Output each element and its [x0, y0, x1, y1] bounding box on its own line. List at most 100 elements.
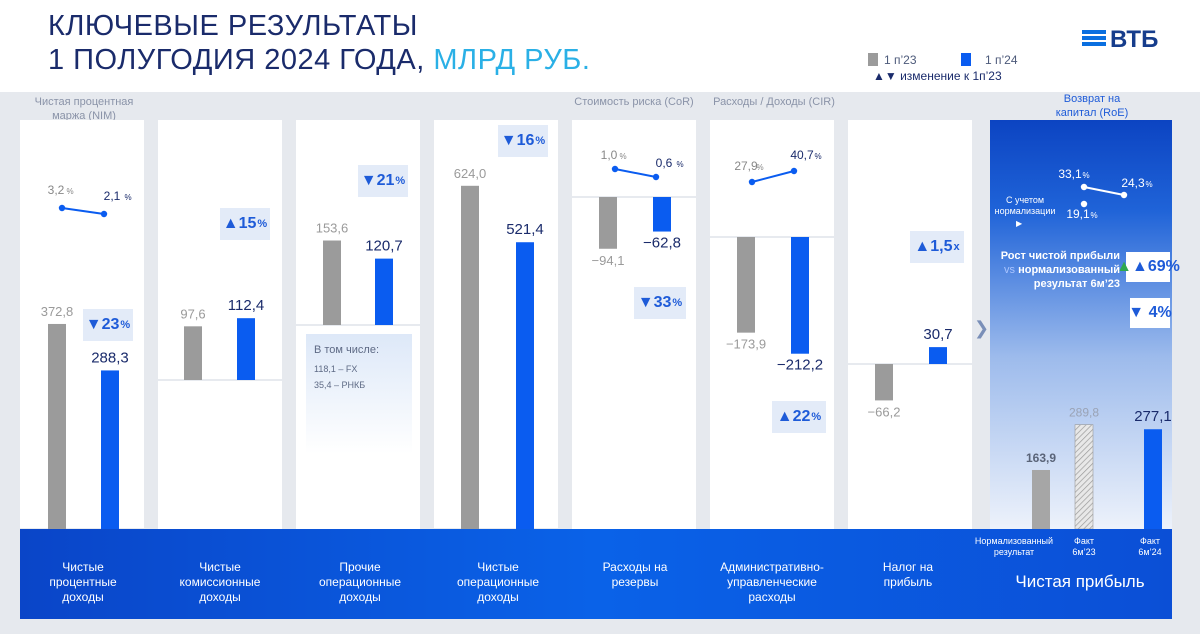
ratio-unit: % — [124, 193, 131, 202]
category-label-nii: Чистые процентные доходы — [49, 560, 117, 604]
ratio-label-curr: 40,7 — [790, 148, 814, 162]
category-label-admin: Административно-управленческие расходы — [720, 560, 824, 604]
ratio-unit: % — [756, 163, 763, 172]
net-profit-normalized-label: Нормализованный результат — [974, 536, 1054, 557]
change-arrow-icon: ▼ — [637, 294, 654, 311]
value-label-curr: −62,8 — [643, 235, 681, 252]
net-profit-fact23-label: Факт 6м’23 — [1072, 536, 1096, 557]
bar-net-profit-fact23 — [1074, 424, 1094, 530]
value-label-net-profit: 163,9 — [1026, 451, 1056, 465]
roe-unit: % — [1082, 171, 1089, 180]
ratio-point-prev — [58, 204, 66, 212]
normalization-label: С учетом нормализации — [994, 195, 1056, 216]
value-label-curr: 288,3 — [91, 349, 129, 366]
category-band — [20, 529, 1172, 619]
roe-point-curr — [1120, 191, 1128, 199]
bar-curr — [791, 237, 809, 354]
ratio-line — [751, 170, 795, 183]
growth-vs-norm-badge: ▼ 4% — [1128, 298, 1172, 328]
roe-line — [1083, 186, 1125, 196]
bar-prev — [461, 185, 479, 530]
bar-prev — [737, 237, 755, 333]
callout-item: 118,1 – FX — [314, 364, 358, 374]
ratio-line — [614, 168, 657, 178]
panel-tax — [848, 120, 972, 529]
change-arrow-icon: ▼ — [360, 172, 377, 189]
ratio-label-prev: 27,9 — [734, 159, 758, 173]
callout-title: В том числе: — [314, 344, 380, 356]
value-label-prev: 372,8 — [41, 304, 74, 319]
change-arrow-icon: ▲ — [776, 408, 793, 425]
change-arrow-icon: ▲ — [914, 238, 931, 255]
ratio-line — [61, 207, 105, 215]
category-label-other: Прочие операционные доходы — [319, 560, 401, 604]
bar-curr — [375, 258, 393, 325]
ratio-point-curr — [100, 210, 108, 218]
value-label-prev: −173,9 — [726, 337, 766, 352]
bar-net-profit-fact24 — [1144, 429, 1162, 529]
category-label-tax: Налог на прибыль — [882, 560, 934, 589]
ratio-label-prev: 1,0 — [601, 148, 618, 162]
bar-prev — [323, 240, 341, 325]
legend-swatch-prev — [868, 53, 878, 66]
value-label-curr: 521,4 — [506, 221, 544, 238]
logo-icon — [1082, 30, 1106, 48]
net-profit-fact24-label: Факт 6м’24 — [1138, 536, 1162, 557]
legend-swatch-curr — [961, 53, 971, 66]
page-title-unit: МЛРД РУБ. — [433, 44, 591, 76]
ratio-point-prev — [611, 165, 619, 173]
net-profit-label: Чистая прибыль — [1015, 572, 1145, 591]
legend-curr: 1 п’24 — [985, 53, 1018, 67]
change-badge-prov: ▼ 33% — [634, 287, 686, 319]
change-badge-tax: ▲ 1,5 x — [910, 231, 964, 263]
ratio-unit: % — [676, 160, 683, 169]
category-label-opinc: Чистые операционные доходы — [457, 560, 539, 604]
chevron-right-icon: ❯ — [974, 318, 990, 338]
roe-label: Возврат на капитал (RoE) — [1055, 93, 1129, 119]
ratio-label-curr: 0,6 — [656, 156, 673, 170]
ratio-unit: % — [66, 187, 73, 196]
bar-curr — [101, 370, 119, 529]
panel-opinc — [434, 120, 558, 529]
bar-curr — [516, 242, 534, 530]
nim-label: Чистая процентная маржа (NIM) — [34, 96, 134, 122]
value-label-curr: 112,4 — [228, 297, 264, 314]
change-badge-nci: ▲ 15% — [220, 208, 270, 240]
ratio-label-curr: 2,1 — [104, 189, 121, 203]
bar-prev — [184, 326, 202, 380]
bar-prev — [875, 364, 893, 401]
value-label-prev: 153,6 — [316, 221, 349, 236]
change-badge-nii: ▼ 23% — [83, 309, 133, 341]
value-label-prev: 97,6 — [180, 306, 205, 321]
roe-label-prev: 33,1 — [1058, 167, 1082, 181]
ratio-point-curr — [790, 167, 798, 175]
legend-change: ▲▼ изменение к 1п’23 — [873, 69, 1002, 83]
value-label-curr: 30,7 — [923, 326, 952, 343]
legend-prev: 1 п’23 — [884, 53, 917, 67]
panel-nci — [158, 120, 282, 529]
roe-label-normalized: 19,1 — [1066, 207, 1090, 221]
change-arrow-icon: ▲ — [222, 215, 239, 232]
value-label-prev: 624,0 — [454, 166, 487, 181]
panel-prov — [572, 120, 696, 529]
category-label-nci: Чистые комиссионные доходы — [179, 560, 261, 604]
change-arrow-icon: ▼ — [85, 316, 102, 333]
change-badge-opinc: ▼ 16% — [498, 125, 548, 157]
roe-unit: % — [1090, 211, 1097, 220]
roe-label-curr: 24,3 — [1121, 176, 1145, 190]
change-badge-other: ▼ 21% — [358, 165, 408, 197]
bar-curr — [929, 347, 947, 364]
up-arrow-icon: ▲ — [1116, 258, 1132, 275]
bar-net-profit-normalized — [1032, 469, 1050, 529]
callout-item: 35,4 – РНКБ — [314, 380, 366, 390]
category-label-prov: Расходы на резервы — [602, 560, 668, 589]
bar-curr — [237, 318, 255, 380]
growth-vs-fact-badge: ▲ ▲69% — [1116, 252, 1180, 282]
roe-unit: % — [1145, 180, 1152, 189]
change-badge-admin: ▲ 22% — [772, 401, 826, 433]
roe-point-prev — [1080, 183, 1088, 191]
bar-prev — [599, 197, 617, 249]
logo-text: ВТБ — [1110, 26, 1159, 53]
arrow-right-icon: ▶ — [1016, 219, 1023, 228]
